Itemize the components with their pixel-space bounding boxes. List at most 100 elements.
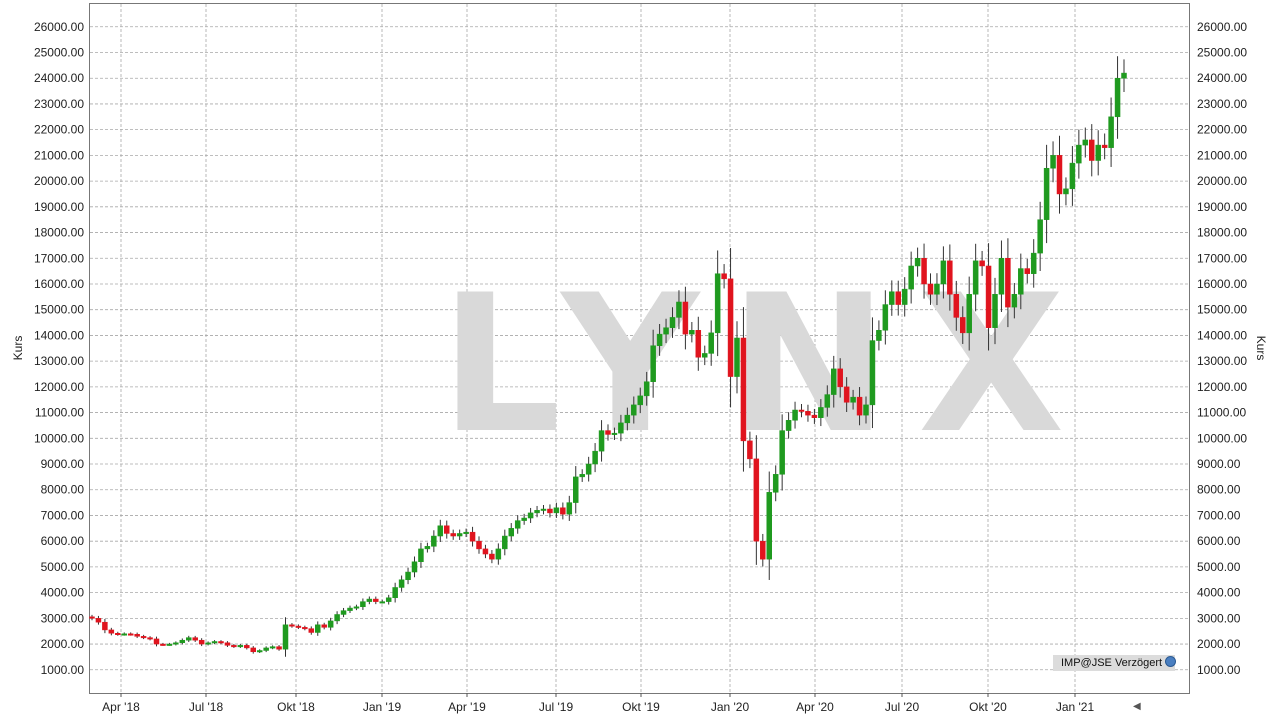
candle-body xyxy=(1018,268,1024,295)
y-tick-label-left: 14000.00 xyxy=(34,328,84,342)
candle-body xyxy=(760,540,766,560)
candle-body xyxy=(218,641,224,644)
candle-body xyxy=(360,601,366,608)
candle-body xyxy=(186,637,192,641)
candle-body xyxy=(901,288,908,305)
candle-body xyxy=(592,450,598,465)
y-tick-label-left: 10000.00 xyxy=(34,431,84,445)
x-tick-label: Okt '19 xyxy=(622,700,660,714)
y-tick-label-right: 8000.00 xyxy=(1197,483,1241,497)
candle-body xyxy=(779,430,785,475)
plot-area xyxy=(89,3,1190,694)
candle-body xyxy=(618,422,624,434)
y-tick-label-left: 20000.00 xyxy=(34,174,84,188)
candle-body xyxy=(418,548,424,563)
candle-body xyxy=(1108,116,1114,148)
candle-body xyxy=(450,533,456,537)
candle-body xyxy=(908,265,914,290)
lynx-watermark: LYNX xyxy=(440,254,1095,475)
candle-body xyxy=(695,330,702,358)
candle-body xyxy=(244,645,250,649)
candle-body xyxy=(682,301,689,335)
y-tick-label-left: 4000.00 xyxy=(41,586,85,600)
candle-body xyxy=(721,273,727,280)
globe-icon xyxy=(1165,656,1177,667)
candle-body xyxy=(121,633,127,636)
candle-body xyxy=(1056,155,1063,195)
candle-body xyxy=(1101,144,1108,148)
y-tick-label-left: 7000.00 xyxy=(41,508,85,522)
candle-body xyxy=(327,620,334,628)
y-tick-label-left: 3000.00 xyxy=(41,611,85,625)
candle-body xyxy=(315,624,321,633)
candle-body xyxy=(1121,72,1127,79)
y-tick-label-right: 18000.00 xyxy=(1197,226,1247,240)
candle-body xyxy=(1069,162,1076,190)
x-tick-label: Jan '19 xyxy=(363,700,402,714)
candle-body xyxy=(966,294,972,334)
candle-body xyxy=(882,304,889,331)
candle-body xyxy=(689,330,695,335)
candle-body xyxy=(508,528,514,537)
candle-body xyxy=(1076,144,1082,164)
candle-body xyxy=(818,407,824,418)
candle-body xyxy=(392,587,398,599)
y-tick-label-right: 26000.00 xyxy=(1197,20,1247,34)
candle-body xyxy=(1005,258,1011,308)
candle-body xyxy=(895,291,901,305)
scroll-arrow-icon[interactable]: ◀ xyxy=(1133,701,1141,712)
candle-body xyxy=(295,625,302,628)
y-tick-label-right: 12000.00 xyxy=(1197,380,1247,394)
candle-body xyxy=(160,643,166,646)
candle-body xyxy=(663,327,669,335)
candle-body xyxy=(95,618,102,623)
candle-body xyxy=(540,508,547,511)
y-tick-label-right: 6000.00 xyxy=(1197,534,1241,548)
y-tick-label-left: 23000.00 xyxy=(34,97,84,111)
candle-body xyxy=(527,512,534,519)
candle-body xyxy=(431,535,437,547)
x-tick-label: Jul '18 xyxy=(189,700,224,714)
candle-body xyxy=(489,553,495,560)
candle-body xyxy=(921,258,927,285)
y-tick-label-left: 6000.00 xyxy=(41,534,85,548)
x-tick-label: Jan '21 xyxy=(1056,700,1095,714)
candle-body xyxy=(714,273,721,334)
y-tick-label-right: 9000.00 xyxy=(1197,457,1241,471)
y-tick-label-left: 17000.00 xyxy=(34,251,84,265)
candle-body xyxy=(972,260,979,295)
candle-body xyxy=(998,258,1005,295)
candle-body xyxy=(992,294,998,328)
candle-body xyxy=(276,646,282,650)
candle-body xyxy=(824,394,831,408)
candle-body xyxy=(140,636,147,639)
candle-body xyxy=(798,409,805,412)
y-tick-label-right: 23000.00 xyxy=(1197,97,1247,111)
y-tick-label-left: 9000.00 xyxy=(41,457,85,471)
y-axis-left: 1000.00 2000.00 3000.00 4000.00 5000.00 6000.… xyxy=(34,20,84,677)
candle-body xyxy=(482,548,489,555)
x-tick-label: Apr '20 xyxy=(796,700,834,714)
y-tick-label-left: 16000.00 xyxy=(34,277,84,291)
candle-body xyxy=(153,638,160,645)
candle-body xyxy=(863,404,869,416)
y-tick-label-left: 2000.00 xyxy=(41,637,85,651)
candle-body xyxy=(269,646,276,649)
candle-body xyxy=(347,607,353,611)
candle-body xyxy=(734,337,740,377)
candle-body xyxy=(656,333,663,346)
x-tick-label: Jan '20 xyxy=(711,700,750,714)
y-tick-label-right: 17000.00 xyxy=(1197,251,1247,265)
y-tick-label-left: 25000.00 xyxy=(34,46,84,60)
candle-body xyxy=(940,260,947,285)
y-tick-label-right: 19000.00 xyxy=(1197,200,1247,214)
candle-body xyxy=(366,598,373,602)
candle-body xyxy=(914,258,921,267)
candle-body xyxy=(108,629,115,634)
y-tick-label-right: 11000.00 xyxy=(1197,406,1246,420)
candle-body xyxy=(792,409,798,421)
candle-body xyxy=(308,628,315,633)
candle-body xyxy=(1037,219,1043,254)
candle-body xyxy=(89,616,95,619)
y-tick-label-right: 20000.00 xyxy=(1197,174,1247,188)
